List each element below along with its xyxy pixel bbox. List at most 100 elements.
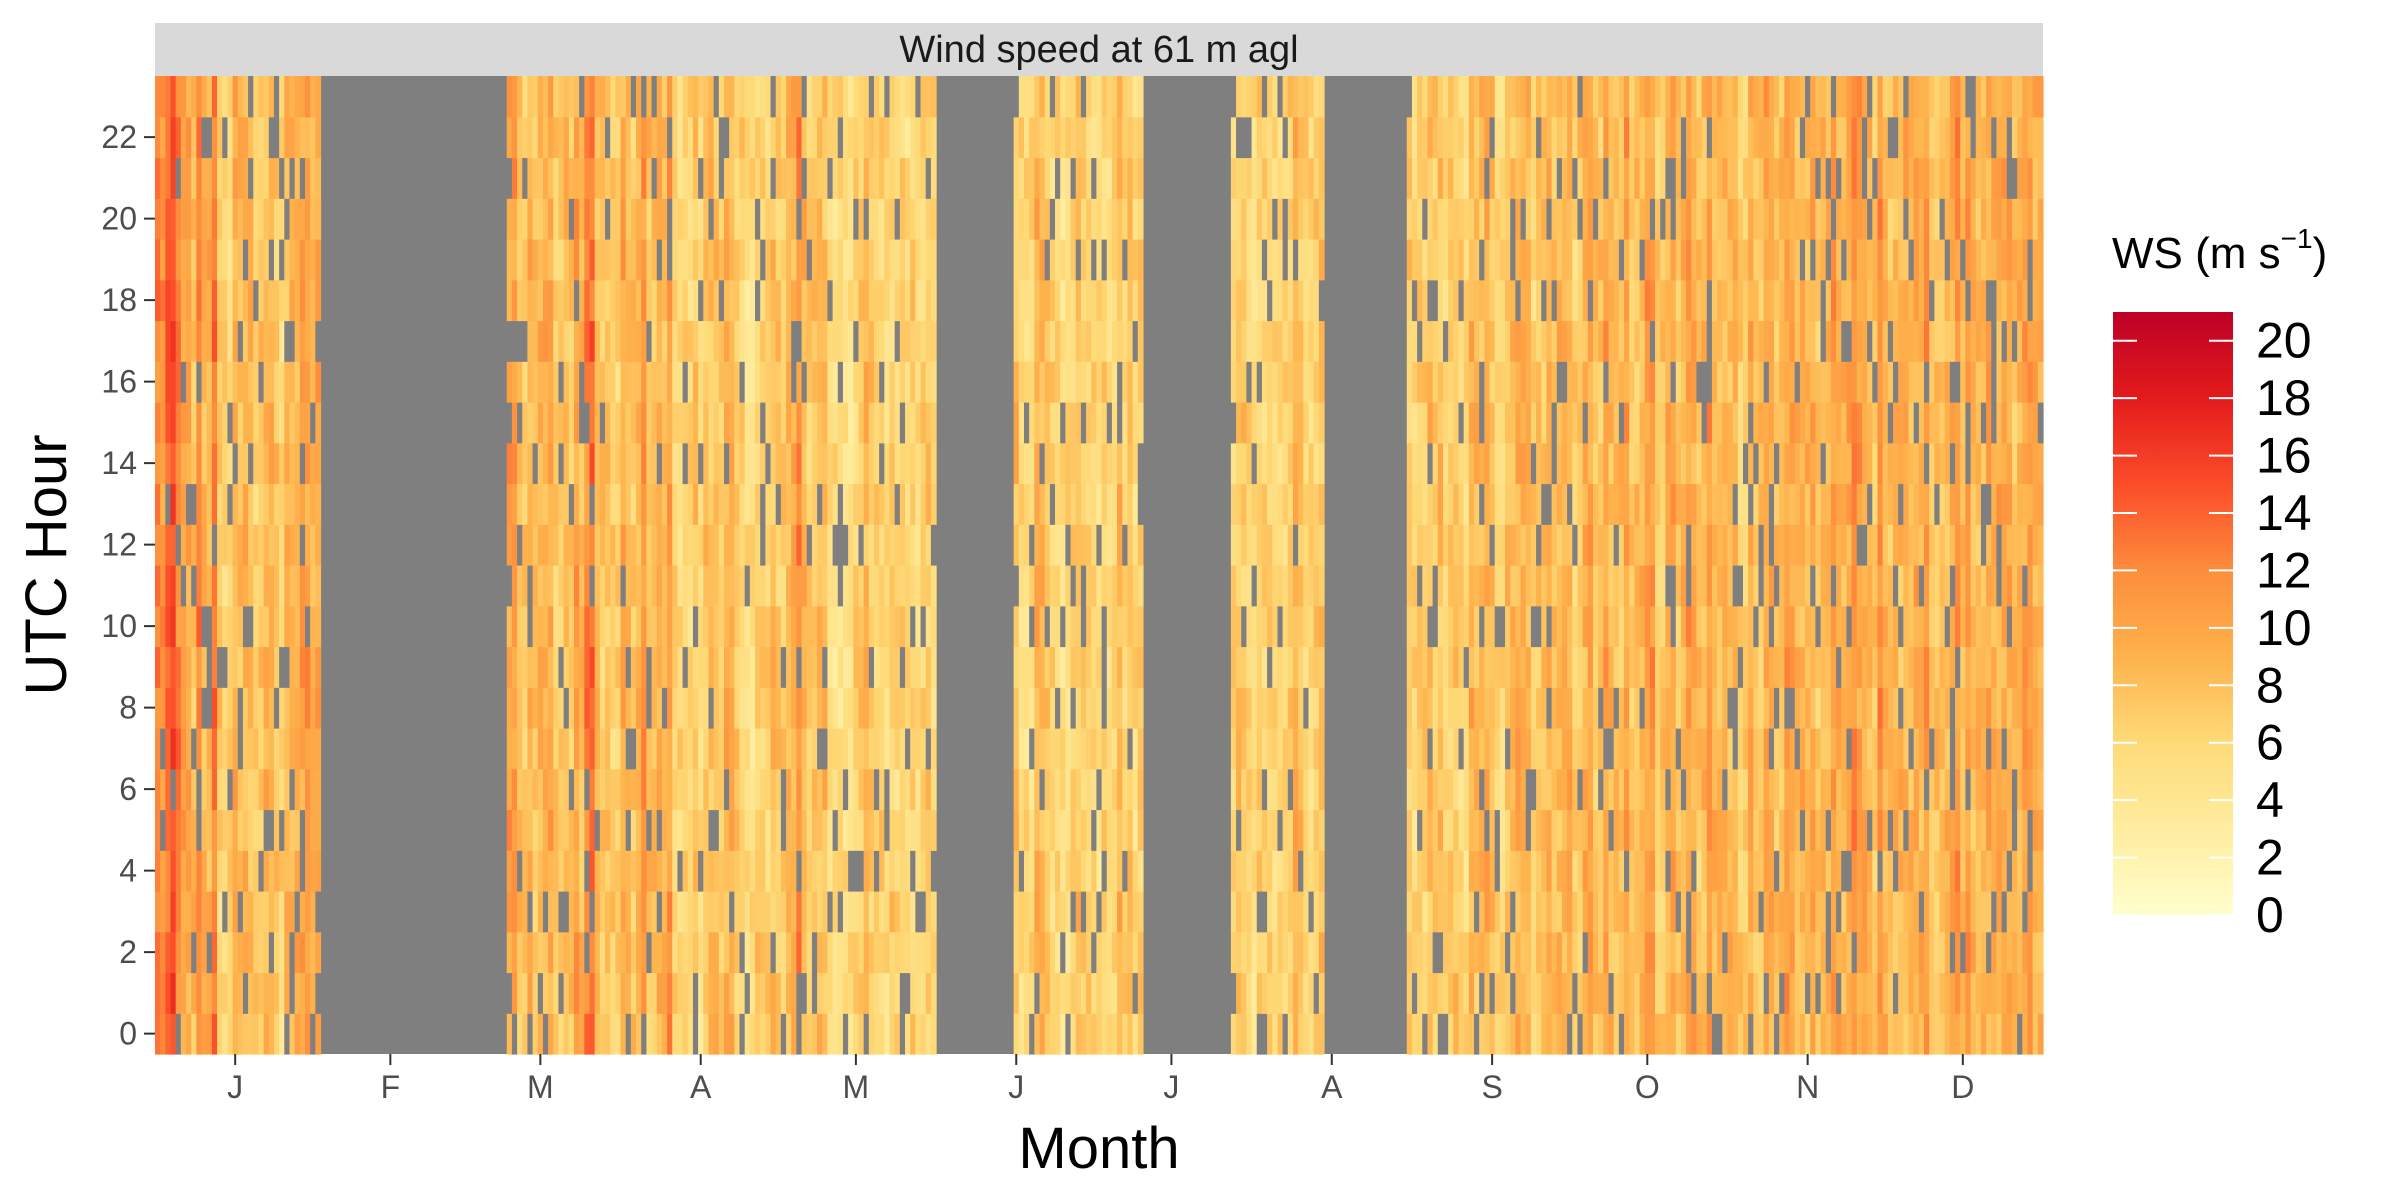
heatmap-cell [837, 320, 844, 362]
heatmap-cell [630, 687, 637, 729]
heatmap-cell [625, 76, 632, 118]
heatmap-cell [827, 76, 834, 118]
heatmap-cell [522, 687, 529, 729]
heatmap-cell [873, 442, 880, 485]
heatmap-cell [1039, 361, 1046, 403]
heatmap-cell [667, 320, 673, 362]
heatmap-cell [770, 1013, 777, 1055]
heatmap-cell [1474, 809, 1480, 851]
heatmap-cell [1536, 565, 1542, 607]
heatmap-cell [1267, 931, 1273, 974]
heatmap-cell [1034, 891, 1041, 933]
heatmap-cell [734, 687, 741, 729]
heatmap-cell [1303, 198, 1310, 240]
heatmap-cell [905, 1013, 911, 1055]
heatmap-cell [1070, 198, 1077, 240]
heatmap-cell [284, 972, 291, 1014]
heatmap-cell [1561, 76, 1568, 118]
heatmap-cell [1458, 76, 1465, 118]
heatmap-cell [894, 687, 901, 729]
heatmap-cell [713, 931, 720, 974]
heatmap-cell [1448, 198, 1454, 240]
heatmap-cell [1282, 809, 1289, 851]
heatmap-cell [568, 76, 575, 118]
heatmap-cell [1251, 1013, 1258, 1055]
heatmap-cell [155, 850, 161, 892]
heatmap-cell [1277, 157, 1284, 199]
heatmap-cell [1106, 565, 1113, 607]
heatmap-cell [568, 972, 575, 1014]
heatmap-cell [868, 442, 875, 485]
heatmap-cell [853, 239, 860, 281]
heatmap-cell [910, 605, 916, 648]
heatmap-cell [305, 972, 311, 1014]
heatmap-cell [1530, 116, 1537, 159]
heatmap-cell [1587, 972, 1594, 1014]
heatmap-cell [1137, 442, 1144, 485]
heatmap-cell [920, 646, 927, 688]
heatmap-cell [1510, 850, 1516, 892]
heatmap-cell [873, 931, 880, 974]
heatmap-cell [155, 565, 161, 607]
heatmap-cell [905, 279, 911, 322]
heatmap-cell [558, 972, 565, 1014]
heatmap-cell [537, 402, 544, 444]
heatmap-cell [817, 76, 823, 118]
heatmap-cell [682, 320, 689, 362]
heatmap-cell [1644, 565, 1651, 607]
heatmap-cell [641, 157, 647, 199]
heatmap-cell [227, 442, 234, 485]
heatmap-cell [1608, 646, 1615, 688]
heatmap-cell [542, 646, 549, 688]
heatmap-cell [879, 931, 885, 974]
heatmap-cell [682, 279, 689, 322]
heatmap-cell [1241, 646, 1248, 688]
heatmap-cell [599, 850, 606, 892]
heatmap-cell [579, 931, 585, 974]
heatmap-cell [1660, 1013, 1666, 1055]
heatmap-cell [1577, 279, 1584, 322]
heatmap-cell [905, 361, 911, 403]
heatmap-cell [1655, 931, 1661, 974]
heatmap-cell [268, 565, 275, 607]
heatmap-cell [284, 279, 291, 322]
heatmap-cell [1546, 483, 1553, 525]
heatmap-cell [646, 809, 653, 851]
heatmap-cell [899, 524, 906, 566]
heatmap-cell [201, 320, 208, 362]
heatmap-cell [563, 646, 570, 688]
heatmap-cell [801, 1013, 808, 1055]
heatmap-cell [698, 239, 704, 281]
heatmap-cell [206, 728, 213, 770]
heatmap-cell [1655, 768, 1661, 811]
heatmap-cell [1474, 768, 1480, 811]
heatmap-cell [1406, 850, 1413, 892]
heatmap-cell [1417, 850, 1423, 892]
heatmap-cell [692, 402, 699, 444]
heatmap-cell [242, 728, 249, 770]
heatmap-cell [1101, 1013, 1108, 1055]
heatmap-cell [594, 605, 601, 648]
heatmap-cell [310, 198, 316, 240]
heatmap-cell [180, 687, 187, 729]
heatmap-cell [1013, 279, 1020, 322]
heatmap-cell [780, 931, 787, 974]
heatmap-cell [1096, 891, 1103, 933]
heatmap-cell [579, 279, 585, 322]
heatmap-cell [522, 483, 529, 525]
heatmap-cell [1013, 728, 1020, 770]
heatmap-cell [641, 768, 647, 811]
heatmap-cell [1251, 687, 1258, 729]
heatmap-cell [775, 239, 782, 281]
heatmap-cell [672, 279, 679, 322]
heatmap-cell [1577, 646, 1584, 688]
heatmap-cell [894, 768, 901, 811]
heatmap-cell [222, 646, 229, 688]
heatmap-cell [294, 320, 301, 362]
heatmap-cell [1070, 524, 1077, 566]
heatmap-cell [842, 483, 849, 525]
heatmap-cell [284, 320, 291, 362]
heatmap-cell [517, 1013, 523, 1055]
heatmap-cell [765, 76, 772, 118]
heatmap-cell [915, 931, 922, 974]
